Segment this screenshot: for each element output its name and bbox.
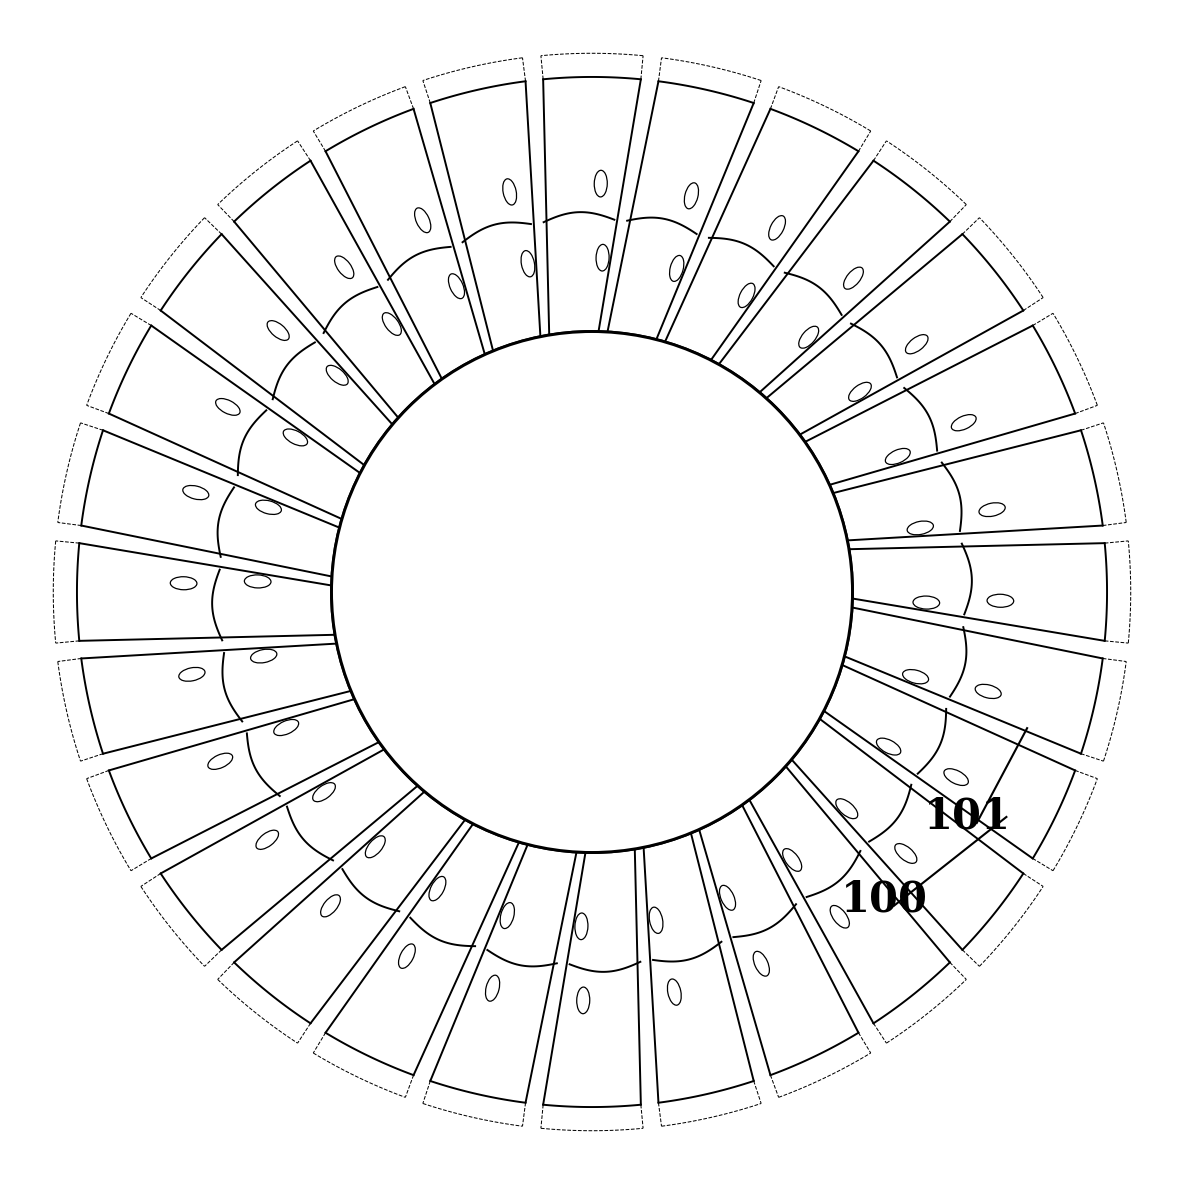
- Polygon shape: [82, 430, 340, 577]
- Polygon shape: [109, 699, 379, 858]
- Polygon shape: [792, 719, 1023, 950]
- Polygon shape: [665, 109, 858, 360]
- Polygon shape: [109, 326, 360, 519]
- Polygon shape: [430, 844, 577, 1102]
- Circle shape: [332, 332, 852, 852]
- Polygon shape: [543, 849, 641, 1105]
- Circle shape: [332, 332, 852, 852]
- Polygon shape: [430, 82, 540, 350]
- Polygon shape: [749, 766, 950, 1023]
- Polygon shape: [543, 79, 641, 335]
- Polygon shape: [79, 543, 335, 641]
- Text: 100: 100: [841, 879, 927, 921]
- Polygon shape: [699, 805, 858, 1075]
- Text: 101: 101: [924, 796, 1010, 838]
- Polygon shape: [326, 109, 485, 379]
- Polygon shape: [834, 430, 1102, 540]
- Polygon shape: [161, 749, 418, 950]
- Polygon shape: [719, 161, 950, 392]
- Polygon shape: [766, 234, 1023, 435]
- Polygon shape: [234, 792, 465, 1023]
- Polygon shape: [82, 644, 350, 754]
- Polygon shape: [161, 234, 392, 465]
- Polygon shape: [326, 824, 519, 1075]
- Polygon shape: [844, 607, 1102, 754]
- Polygon shape: [849, 543, 1105, 641]
- Polygon shape: [644, 834, 754, 1102]
- Polygon shape: [824, 665, 1075, 858]
- Polygon shape: [607, 82, 754, 340]
- Polygon shape: [234, 161, 435, 418]
- Polygon shape: [805, 326, 1075, 485]
